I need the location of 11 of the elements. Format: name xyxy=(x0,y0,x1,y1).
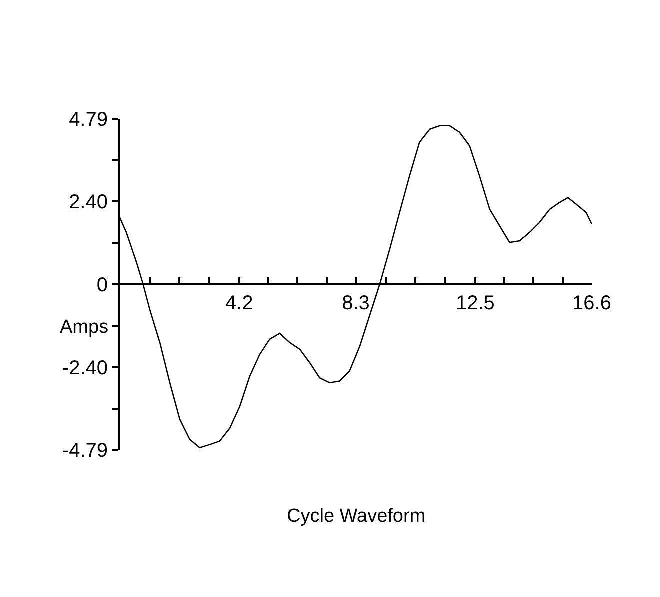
x-tick-label: 8.3 xyxy=(342,292,370,314)
y-axis-title: Amps xyxy=(60,317,109,338)
text: Cycle Waveform xyxy=(287,506,426,527)
y-tick-label: 2.40 xyxy=(69,192,108,214)
x-tick-label: 12.5 xyxy=(456,292,495,314)
y-tick-label: -2.40 xyxy=(62,357,108,380)
y-tick-label: -4.79 xyxy=(62,440,108,462)
x-tick-label: 16.6 xyxy=(572,292,612,314)
y-tick-label: 4.79 xyxy=(69,109,108,131)
x-tick-label: 4.2 xyxy=(226,292,254,314)
y-tick-label: 0 xyxy=(96,274,108,296)
